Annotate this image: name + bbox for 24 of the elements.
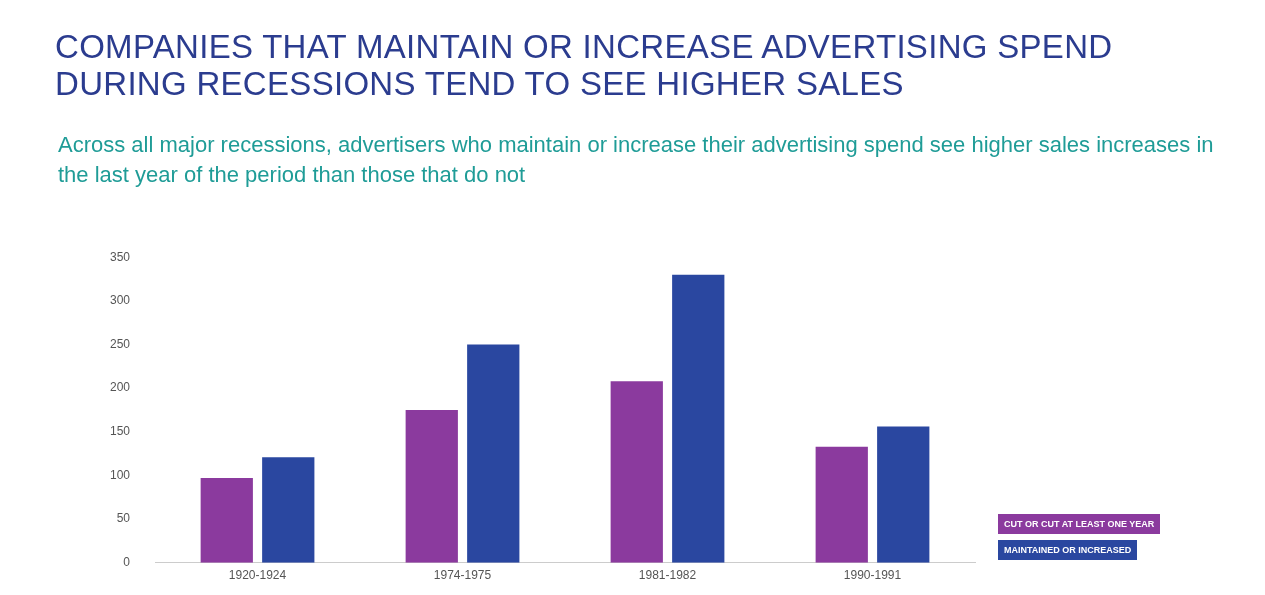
y-tick-label: 150 <box>109 424 131 439</box>
bar <box>610 381 663 563</box>
bar <box>200 478 253 563</box>
bar <box>815 446 868 563</box>
x-tick-label: 1981-1982 <box>638 568 697 583</box>
bar <box>672 274 725 563</box>
bar <box>262 457 315 563</box>
y-tick-label: 50 <box>116 511 131 526</box>
y-tick-label: 100 <box>109 467 131 482</box>
chart-title: COMPANIES THAT MAINTAIN OR INCREASE ADVERTISING SPEND DURING RECESSIONS TEND TO SEE HIGHER SALES <box>55 28 1114 102</box>
chart-subtitle: Across all major recessions, advertisers who maintain or increase their advertising spend see higher sales increases in the last year of the period than those that do not <box>58 131 1215 189</box>
bar <box>405 410 458 563</box>
y-tick-label: 250 <box>109 336 131 351</box>
x-tick-label: 1974-1975 <box>433 568 492 583</box>
y-tick-label: 200 <box>109 380 131 395</box>
x-tick-label: 1920-1924 <box>228 568 287 583</box>
x-tick-label: 1990-1991 <box>843 568 902 583</box>
text: CUT OR CUT AT LEAST ONE YEAR <box>998 514 1161 534</box>
text: MAINTAINED OR INCREASED <box>998 540 1138 560</box>
bar <box>877 426 930 563</box>
y-tick-label: 300 <box>109 293 131 308</box>
bar <box>467 344 520 563</box>
y-tick-label: 0 <box>123 555 131 570</box>
y-tick-label: 350 <box>109 249 131 264</box>
